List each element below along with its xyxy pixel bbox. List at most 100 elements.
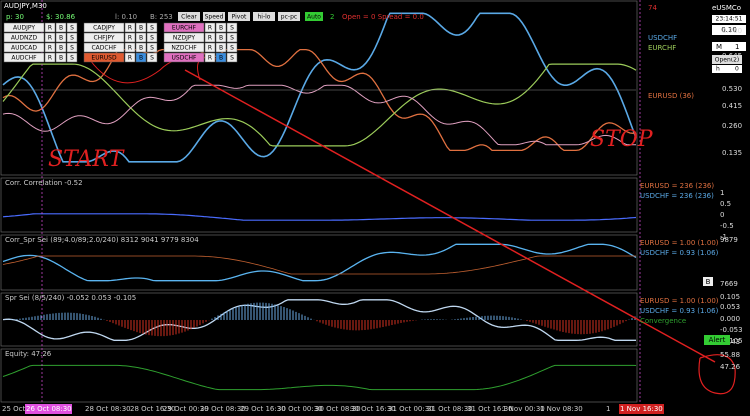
symbol-name[interactable]: CADJPY [93,25,115,32]
symbol-cell[interactable] [3,42,45,53]
symbol-name[interactable]: CADCHF [91,45,117,52]
action-label[interactable]: R [208,55,212,62]
symbol-cell[interactable] [3,32,45,43]
action-cell[interactable] [124,22,136,33]
action-cell[interactable] [124,52,136,63]
field[interactable] [712,25,746,35]
action-label[interactable]: B [219,25,223,32]
action-cell[interactable] [215,52,227,63]
button[interactable] [203,12,225,21]
action-cell[interactable] [44,22,56,33]
action-label[interactable]: S [70,35,74,42]
action-label[interactable]: R [128,25,132,32]
action-cell[interactable] [226,52,238,63]
button-label[interactable]: B [706,278,711,286]
action-label[interactable]: S [230,45,234,52]
open[interactable]: Open(2) [715,57,740,64]
action-label[interactable]: S [230,25,234,32]
action-label[interactable]: B [59,25,63,32]
button[interactable] [704,335,730,345]
action-cell[interactable] [55,32,67,43]
action-cell[interactable] [55,42,67,53]
symbol-cell[interactable] [83,22,125,33]
button-label[interactable]: Auto [307,14,321,21]
action-cell[interactable] [44,42,56,53]
symbol-name[interactable]: EURUSD [91,55,117,62]
action-cell[interactable] [146,22,158,33]
action-label[interactable]: B [139,25,143,32]
symbol-name[interactable]: NZDCHF [171,45,197,52]
button-label[interactable]: pc-pc [281,14,297,21]
action-label[interactable]: S [230,35,234,42]
action-cell[interactable] [226,22,238,33]
symbol-cell[interactable] [163,42,205,53]
symbol-cell[interactable] [3,52,45,63]
symbol-name[interactable]: NZDJPY [173,35,195,42]
action-cell[interactable] [215,32,227,43]
symbol-cell[interactable] [163,22,205,33]
button[interactable] [703,277,713,286]
lot[interactable]: 0.10 [721,26,737,34]
action-cell[interactable] [226,32,238,43]
action-label[interactable]: R [48,25,52,32]
action-cell[interactable] [215,22,227,33]
button[interactable] [253,12,275,21]
action-label[interactable]: S [150,55,154,62]
action-cell[interactable] [135,52,147,63]
action-cell[interactable] [146,52,158,63]
action-cell[interactable] [135,32,147,43]
action-label[interactable]: R [208,35,212,42]
action-label[interactable]: B [219,35,223,42]
action-cell[interactable] [66,42,78,53]
action-label[interactable]: R [208,45,212,52]
button[interactable] [712,55,742,64]
button[interactable] [278,12,300,21]
action-label[interactable]: B [59,35,63,42]
action-label[interactable]: B [139,35,143,42]
symbol-name[interactable]: EURCHF [172,25,197,32]
field[interactable] [712,42,746,51]
action-label[interactable]: S [150,25,154,32]
symbol-cell[interactable] [163,32,205,43]
action-cell[interactable] [55,52,67,63]
action-label[interactable]: R [48,35,52,42]
button[interactable] [228,12,250,21]
action-label[interactable]: B [59,45,63,52]
action-label[interactable]: R [128,45,132,52]
action-cell[interactable] [66,32,78,43]
symbol-name[interactable]: AUDCHF [11,55,37,62]
action-cell[interactable] [204,22,216,33]
symbol-cell[interactable] [3,22,45,33]
action-cell[interactable] [124,42,136,53]
action-cell[interactable] [204,42,216,53]
button[interactable] [178,12,200,21]
action-label[interactable]: R [48,55,52,62]
action-label[interactable]: S [150,35,154,42]
symbol-cell[interactable] [83,32,125,43]
action-cell[interactable] [124,32,136,43]
symbol-name[interactable]: USDCHF [172,55,198,62]
action-label[interactable]: S [230,55,234,62]
symbol-name[interactable]: AUDNZD [11,35,38,42]
action-cell[interactable] [204,52,216,63]
action-cell[interactable] [146,42,158,53]
action-label[interactable]: R [48,45,52,52]
action-label[interactable]: S [70,25,74,32]
action-cell[interactable] [55,22,67,33]
button-label[interactable]: hi-lo [258,14,271,21]
action-label[interactable]: B [219,45,223,52]
action-label[interactable]: B [139,55,143,62]
action-label[interactable]: B [59,55,63,62]
button[interactable] [305,12,323,21]
action-cell[interactable] [44,52,56,63]
action-cell[interactable] [146,32,158,43]
button-label[interactable]: Clear [181,14,197,21]
symbol-name[interactable]: AUDJPY [13,25,35,32]
symbol-cell[interactable] [83,52,125,63]
button-label[interactable]: Alert [709,336,726,344]
action-cell[interactable] [44,32,56,43]
action-label[interactable]: R [128,55,132,62]
action-cell[interactable] [135,22,147,33]
button-label[interactable]: Speed [205,14,224,21]
symbol-name[interactable]: AUDCAD [11,45,37,52]
